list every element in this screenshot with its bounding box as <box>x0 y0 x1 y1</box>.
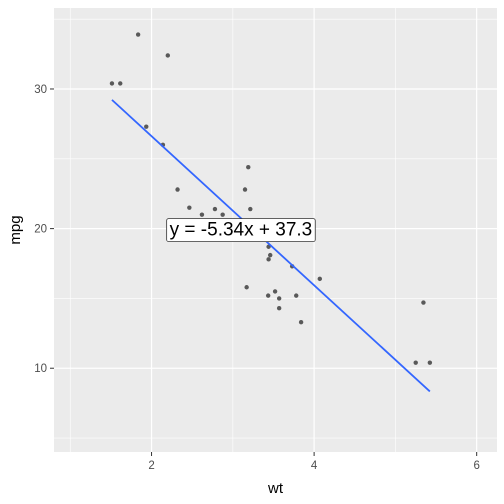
data-point <box>276 296 282 301</box>
data-point <box>413 360 418 365</box>
equation-label-box <box>166 218 316 243</box>
x-tick-label: 4 <box>311 460 318 472</box>
data-point <box>187 205 192 210</box>
y-axis-ticks: 10 20 30 <box>34 84 54 375</box>
x-axis-ticks: 2 4 6 <box>148 452 480 472</box>
data-point <box>272 289 278 294</box>
data-point <box>118 81 123 86</box>
data-point <box>298 319 304 325</box>
data-point <box>242 187 248 192</box>
equation-annotation: y = -5.34x + 37.3 <box>166 218 316 243</box>
data-point <box>144 124 149 129</box>
data-point <box>246 164 251 170</box>
data-point <box>175 187 180 192</box>
data-point <box>266 257 271 262</box>
data-point <box>294 293 299 298</box>
data-point <box>265 293 271 298</box>
data-point <box>317 276 322 282</box>
data-point <box>212 206 218 212</box>
x-tick-label: 6 <box>473 460 479 472</box>
data-point <box>244 285 249 290</box>
major-grid <box>54 8 497 452</box>
x-axis-title: wt <box>267 480 284 497</box>
data-point <box>220 212 225 217</box>
data-point <box>421 300 426 305</box>
y-axis-title: mpg <box>7 215 24 244</box>
equation-label: y = -5.34x + 37.3 <box>170 220 313 241</box>
data-point <box>135 32 141 37</box>
data-point <box>427 360 433 365</box>
data-point <box>276 305 282 311</box>
data-point <box>248 206 253 212</box>
data-point <box>109 81 115 86</box>
y-tick-label: 30 <box>34 84 47 96</box>
y-tick-label: 20 <box>34 224 47 236</box>
x-tick-label: 2 <box>148 460 154 472</box>
data-point <box>165 53 170 58</box>
data-point <box>268 252 273 258</box>
regression-line <box>111 99 431 393</box>
y-tick-label: 10 <box>34 363 47 375</box>
data-point <box>199 212 205 217</box>
